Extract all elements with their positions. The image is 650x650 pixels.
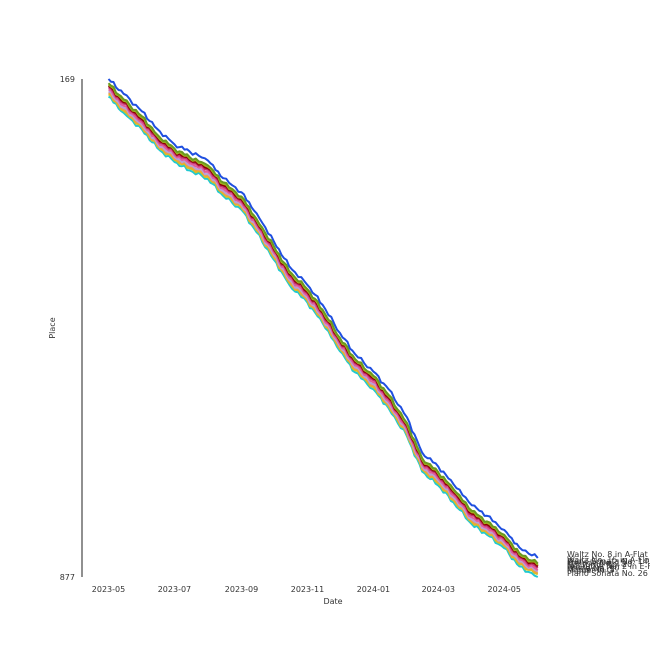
series-line [107, 82, 539, 565]
y-ticks: 169 877 [60, 75, 75, 582]
series-end-label: Fugue No. 3 [567, 565, 615, 574]
series-end-label: Piano Sonata No. 14 [567, 557, 648, 566]
y-axis-label: Place [48, 317, 57, 338]
x-ticks: 2023-05 2023-07 2023-09 2023-11 2024-01 2024-… [92, 585, 521, 594]
series-line [108, 93, 539, 576]
series-line [108, 90, 539, 573]
x-tick-label: 2023-05 [92, 585, 125, 594]
y-tick-label-top: 169 [60, 75, 75, 84]
y-tick-label-bottom: 877 [60, 573, 75, 582]
series-end-label: Nocturne No. 2 in E-Flat [567, 562, 650, 571]
x-tick-label: 2024-03 [422, 585, 455, 594]
series-line [108, 92, 539, 574]
x-axis-label: Date [323, 597, 342, 606]
series-end-label: Piano Sonata No. 26 [567, 569, 648, 578]
series-end-label: Nocturne No. 20 [567, 560, 632, 569]
series-end-label: Waltz No. 8 in A-Flat [567, 550, 648, 559]
x-tick-label: 2023-07 [158, 585, 191, 594]
x-tick-label: 2024-01 [357, 585, 390, 594]
x-tick-label: 2023-11 [291, 585, 324, 594]
series-lines [107, 78, 539, 578]
series-end-label: Waltz No. 15 in A-Flat [567, 556, 650, 565]
series-end-label: Étude Op. 10 [567, 561, 619, 572]
series-line [107, 78, 539, 559]
x-tick-label: 2024-05 [488, 585, 521, 594]
x-tick-label: 2023-09 [225, 585, 258, 594]
series-end-label: Minuet in G [567, 566, 613, 575]
series-end-label: Prelude No. 15 [567, 558, 626, 567]
